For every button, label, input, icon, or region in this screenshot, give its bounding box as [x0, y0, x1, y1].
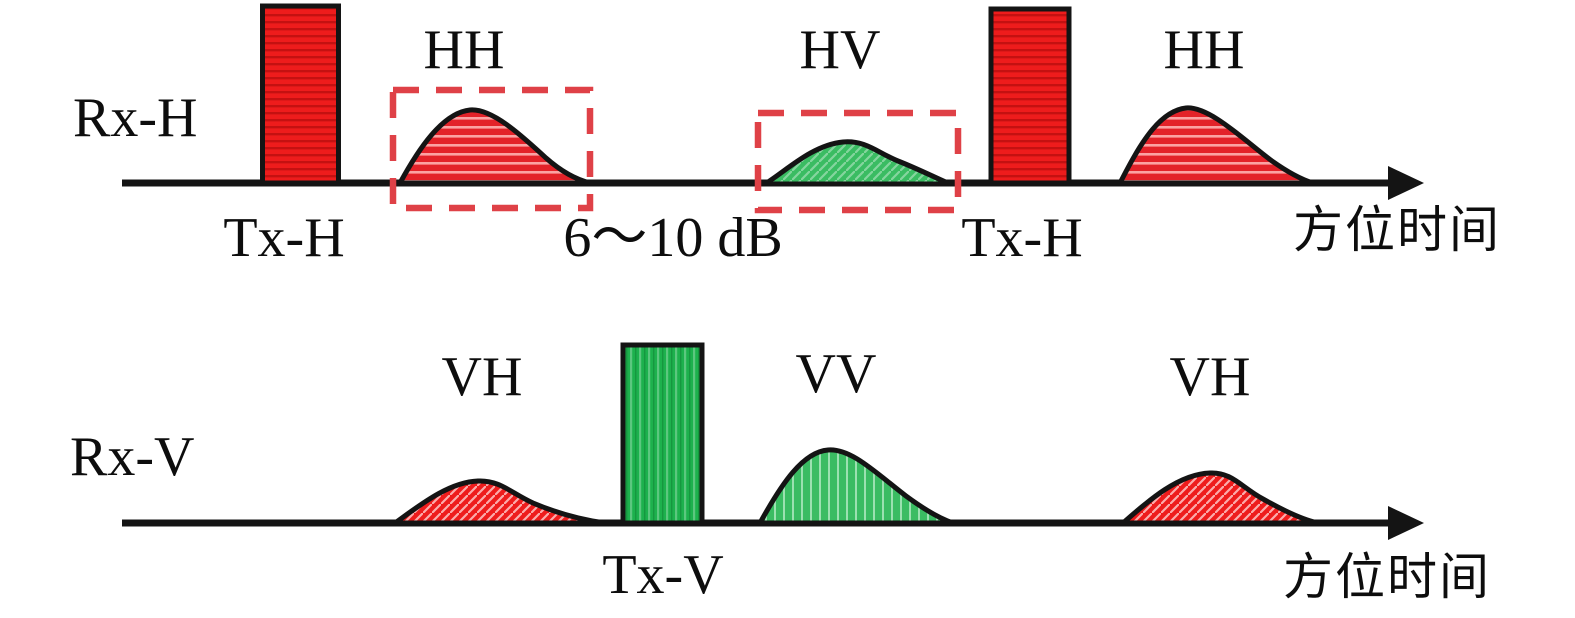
pulse-tx-v [620, 342, 705, 526]
axis-arrowhead-bottom-icon [1388, 506, 1424, 540]
dashed-box-hh [389, 86, 594, 212]
echo-vh-1 [392, 478, 608, 526]
echo-hh-1 [397, 107, 593, 186]
dashed-box-hv [754, 109, 962, 214]
row-rx-v [122, 342, 1424, 540]
echo-hv [762, 139, 953, 187]
pulse-tx-h-2 [988, 6, 1072, 186]
pulse-tx-h-1 [260, 3, 341, 186]
row-rx-h [122, 3, 1424, 214]
echo-hh-2 [1117, 105, 1316, 186]
echo-vh-2 [1120, 470, 1321, 526]
echo-vv [757, 447, 956, 526]
axis-arrowhead-top-icon [1388, 166, 1424, 200]
